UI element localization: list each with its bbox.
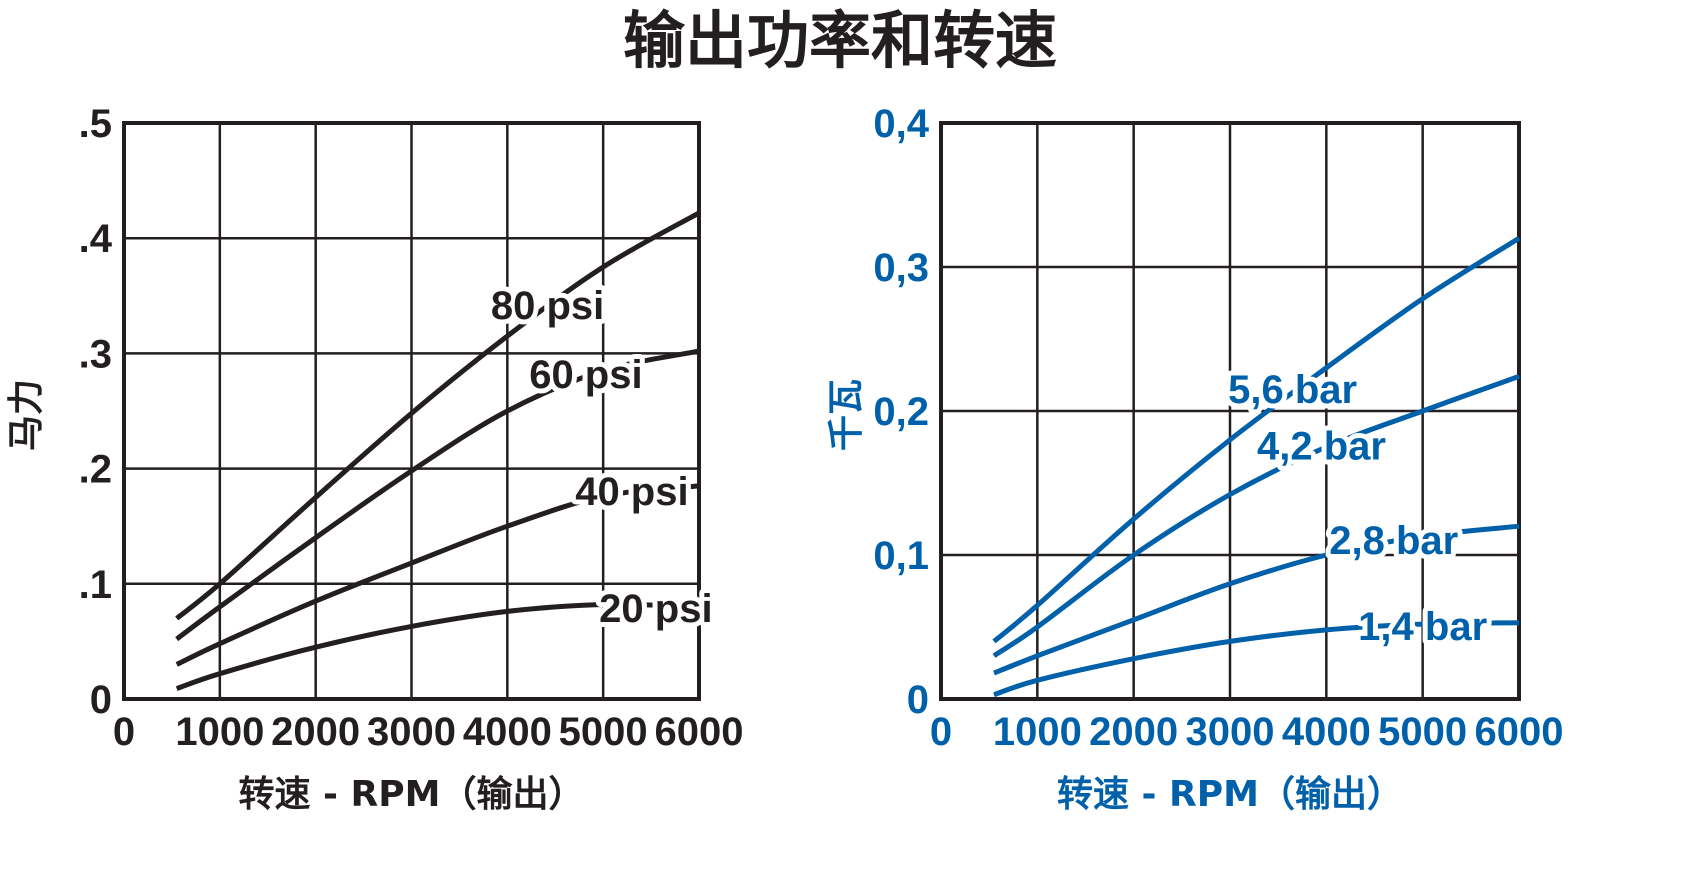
y-tick-label: 0,3 (873, 246, 929, 290)
horsepower-chart: 0 1000 2000 3000 4000 5000 6000 0 .1 .2 .3 .4 .5 转速 -… (6, 102, 743, 815)
x-tick-label: 2000 (1089, 710, 1178, 754)
kilowatt-chart: 0 1000 2000 3000 4000 5000 6000 0 0,1 0,2 0,3 0,4 转速… (826, 102, 1563, 815)
y-tick-label: 0,2 (873, 390, 929, 434)
series-label: 40 psi (575, 470, 688, 514)
y-tick-label: .2 (79, 448, 112, 492)
plot-frame (939, 121, 1521, 701)
series-line (992, 236, 1521, 644)
x-axis-title: 转速 - RPM（输出） (1057, 774, 1403, 815)
y-tick-label: 0 (907, 678, 929, 722)
y-tick-label: 0,1 (873, 534, 929, 578)
series-line (993, 620, 1520, 698)
y-tick-label: .3 (79, 332, 112, 376)
x-tick-label: 1000 (175, 710, 264, 754)
x-tick-label: 6000 (655, 710, 744, 754)
x-tick-label: 2000 (271, 710, 360, 754)
series-label: 80 psi (491, 284, 604, 328)
y-axis-title: 千瓦 (826, 379, 867, 451)
series-label: 5,6 bar (1228, 368, 1357, 412)
x-tick-label: 5000 (559, 710, 648, 754)
figure-title: 输出功率和转速 (623, 4, 1057, 77)
x-tick-label: 3000 (1186, 710, 1275, 754)
y-tick-label: .5 (79, 102, 112, 146)
x-tick-label: 3000 (367, 710, 456, 754)
series-line (175, 210, 701, 621)
series-line (175, 601, 700, 691)
y-tick-label: 0,4 (873, 102, 929, 146)
y-tick-label: .1 (79, 563, 112, 607)
x-tick-label: 4000 (463, 710, 552, 754)
series-label: 20 psi (599, 587, 712, 631)
x-axis-title: 转速 - RPM（输出） (239, 774, 585, 815)
series-label: 60 psi (529, 353, 642, 397)
x-tick-label: 0 (930, 710, 952, 754)
series-label: 2,8 bar (1329, 519, 1458, 563)
x-tick-label: 6000 (1475, 710, 1564, 754)
x-tick-label: 0 (113, 710, 135, 754)
series-line (175, 483, 700, 667)
x-tick-label: 5000 (1378, 710, 1467, 754)
series-line (993, 523, 1520, 676)
y-tick-label: .4 (79, 217, 113, 261)
x-tick-label: 4000 (1282, 710, 1371, 754)
y-axis-title: 马力 (6, 379, 47, 451)
plot-frame (122, 121, 701, 701)
y-tick-label: 0 (90, 678, 112, 722)
series-label: 1,4 bar (1358, 605, 1487, 649)
series-line (175, 348, 700, 642)
series-label: 4,2 bar (1257, 424, 1386, 468)
x-tick-label: 1000 (993, 710, 1082, 754)
series-line (992, 374, 1520, 658)
